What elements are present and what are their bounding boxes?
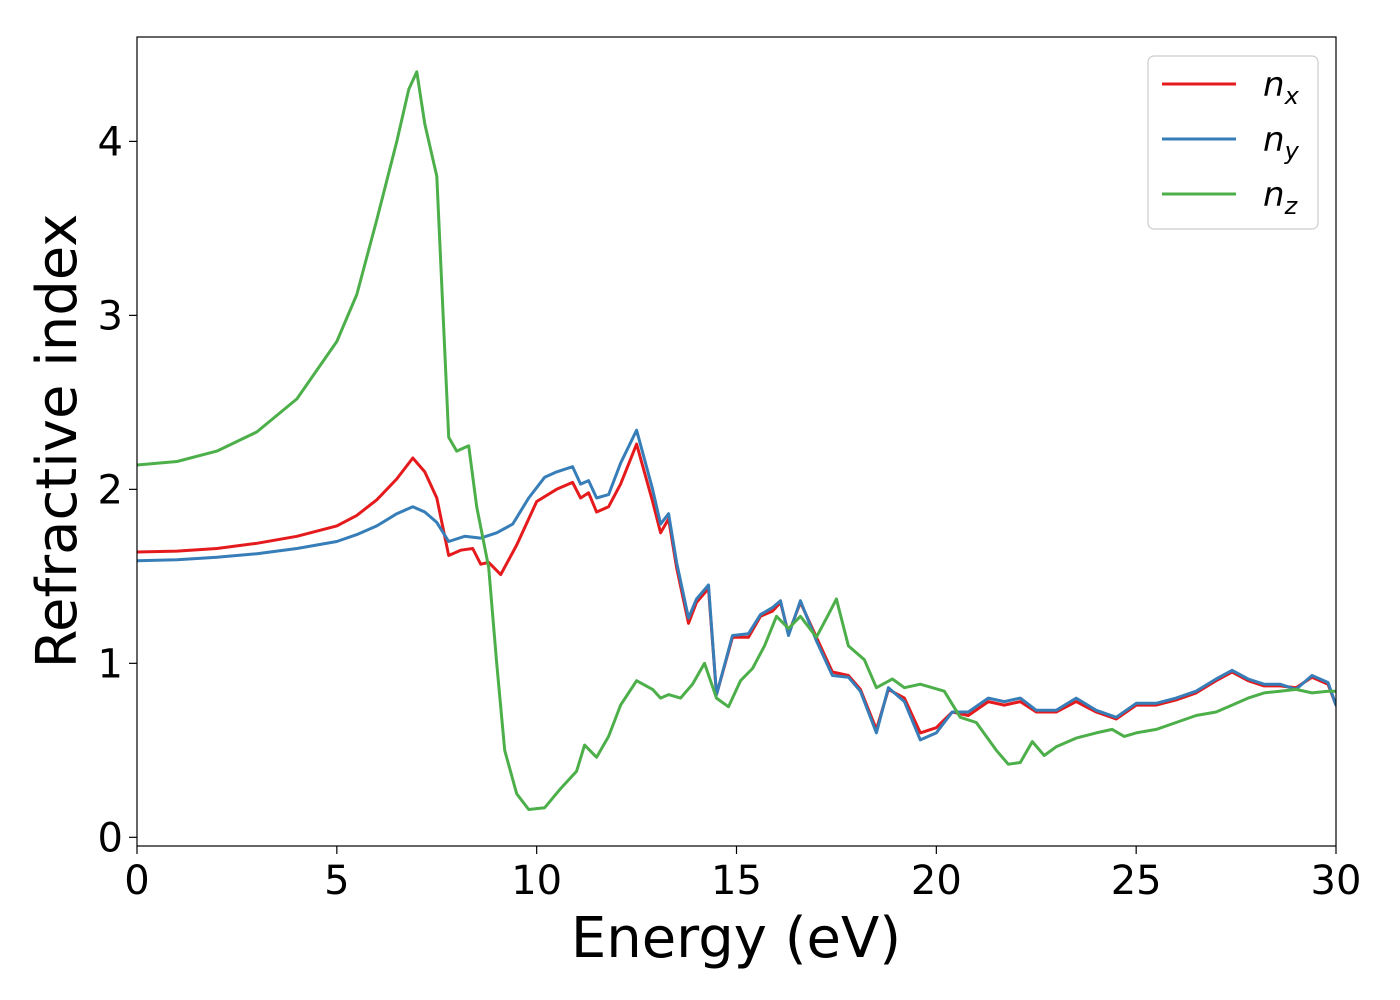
series-line-y — [137, 428, 1336, 742]
series-line-z — [137, 70, 1336, 811]
y-axis: 0 1 2 3 4 — [98, 119, 137, 861]
x-tick-label: 25 — [1111, 858, 1162, 904]
x-tick-label: 15 — [711, 858, 762, 904]
x-tick-label: 0 — [124, 858, 149, 904]
legend-label-base: n — [1263, 120, 1285, 160]
y-tick-label: 1 — [98, 641, 123, 687]
series-layer — [137, 70, 1336, 811]
x-tick-label: 30 — [1311, 858, 1362, 904]
legend-label-x: nx — [1263, 65, 1300, 110]
y-tick-label: 0 — [98, 815, 123, 861]
legend-frame — [1147, 55, 1319, 230]
x-axis: 0 5 10 15 20 25 30 — [124, 846, 1361, 904]
y-tick-label: 3 — [98, 293, 123, 339]
legend-label-subscript: y — [1284, 137, 1300, 165]
legend-label-base: n — [1263, 175, 1285, 215]
legend-label-base: n — [1263, 65, 1285, 105]
y-tick-label: 2 — [98, 467, 123, 513]
x-axis-title: Energy (eV) — [571, 906, 901, 971]
y-tick-label: 4 — [98, 119, 123, 165]
x-tick-label: 5 — [324, 858, 349, 904]
legend-label-subscript: z — [1284, 192, 1299, 220]
legend-label-y: ny — [1263, 120, 1300, 165]
x-tick-label: 10 — [511, 858, 562, 904]
x-tick-label: 20 — [911, 858, 962, 904]
legend-label-z: nz — [1263, 175, 1299, 220]
legend-label-subscript: x — [1284, 82, 1300, 110]
y-axis-title: Refractive index — [25, 214, 90, 669]
